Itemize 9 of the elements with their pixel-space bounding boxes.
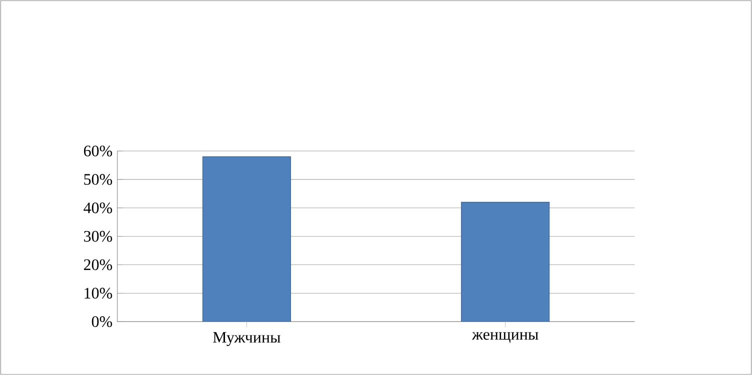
x-tick-label: женщины xyxy=(472,332,538,343)
y-tick-label: 50% xyxy=(84,174,112,185)
x-tick-label: Мужчины xyxy=(213,332,280,346)
y-tick-label: 0% xyxy=(92,316,112,328)
y-tick-label: 10% xyxy=(84,288,112,299)
y-tick-label: 30% xyxy=(84,230,112,242)
y-tick-label: 60% xyxy=(84,146,112,156)
y-tick-label: 20% xyxy=(84,259,112,270)
y-tick-label: 40% xyxy=(84,202,112,214)
